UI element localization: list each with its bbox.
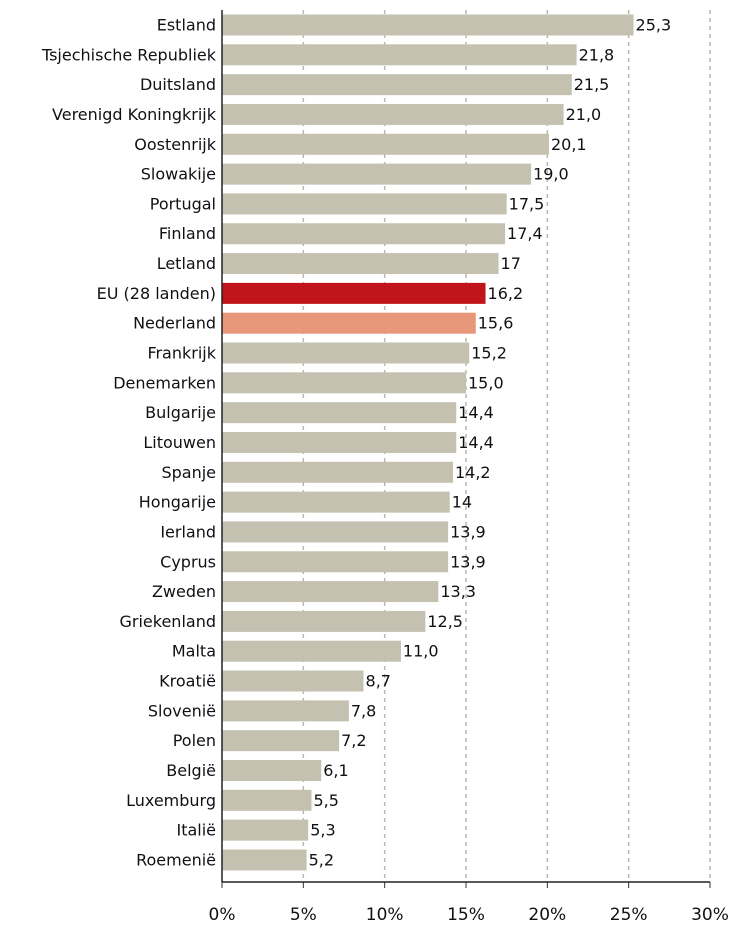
y-tick-label: Griekenland <box>120 612 217 631</box>
bar <box>222 282 486 304</box>
value-label: 14,4 <box>458 433 494 452</box>
value-label: 13,3 <box>440 582 476 601</box>
value-label: 14,4 <box>458 403 494 422</box>
x-tick-label: 20% <box>528 905 566 925</box>
x-tick-label: 10% <box>366 905 404 925</box>
value-label: 8,7 <box>366 672 391 691</box>
bar <box>222 133 549 155</box>
bar <box>222 342 470 364</box>
bar <box>222 253 499 275</box>
x-tick-label: 5% <box>290 905 317 925</box>
bar <box>222 103 564 125</box>
value-label: 21,0 <box>566 105 602 124</box>
bar <box>222 44 577 66</box>
value-label: 25,3 <box>636 16 672 35</box>
y-tick-label: Kroatië <box>159 672 216 691</box>
x-tick-label: 30% <box>691 905 729 925</box>
bar <box>222 402 457 424</box>
bar <box>222 849 307 871</box>
value-label: 21,5 <box>574 75 610 94</box>
bar <box>222 491 450 513</box>
bar <box>222 372 466 394</box>
y-tick-label: Duitsland <box>140 75 216 94</box>
value-label: 17,4 <box>507 224 543 243</box>
bar <box>222 640 401 662</box>
y-tick-label: Hongarije <box>139 493 216 512</box>
y-tick-label: België <box>166 761 216 780</box>
bar <box>222 581 439 603</box>
bar <box>222 760 322 781</box>
bar <box>222 551 449 573</box>
value-label: 14,2 <box>455 463 491 482</box>
value-label: 13,9 <box>450 552 486 571</box>
value-label: 15,0 <box>468 373 504 392</box>
value-label: 5,2 <box>309 850 334 869</box>
y-tick-label: Portugal <box>150 194 216 213</box>
value-label: 7,8 <box>351 701 376 720</box>
bar <box>222 819 309 841</box>
value-label: 7,2 <box>341 731 366 750</box>
y-tick-label: Litouwen <box>143 433 216 452</box>
bar <box>222 700 349 722</box>
y-tick-label: Verenigd Koningkrijk <box>52 105 217 124</box>
value-label: 16,2 <box>488 284 524 303</box>
value-label: 5,5 <box>313 791 338 810</box>
y-tick-label: Slowakije <box>141 165 216 184</box>
y-tick-label: Slovenië <box>148 701 216 720</box>
value-label: 6,1 <box>323 761 348 780</box>
value-label: 12,5 <box>427 612 463 631</box>
y-tick-label: Bulgarije <box>145 403 216 422</box>
y-tick-label: Cyprus <box>160 552 216 571</box>
value-label: 21,8 <box>579 45 615 64</box>
value-label: 11,0 <box>403 642 439 661</box>
y-tick-label: Denemarken <box>113 373 216 392</box>
y-tick-label: Spanje <box>161 463 216 482</box>
y-tick-label: Roemenië <box>136 850 216 869</box>
bar <box>222 312 476 334</box>
y-tick-label: Frankrijk <box>147 344 216 363</box>
bar <box>222 193 507 215</box>
y-tick-label: Nederland <box>133 314 216 333</box>
value-label: 13,9 <box>450 522 486 541</box>
value-label: 20,1 <box>551 135 587 154</box>
y-tick-label: EU (28 landen) <box>97 284 216 303</box>
value-label: 17,5 <box>509 194 545 213</box>
x-tick-label: 25% <box>610 905 648 925</box>
y-tick-label: Malta <box>172 642 216 661</box>
value-label: 19,0 <box>533 165 569 184</box>
bar <box>222 74 572 96</box>
bar <box>222 431 457 453</box>
x-tick-label: 15% <box>447 905 485 925</box>
bar <box>222 163 532 185</box>
bar <box>222 461 453 483</box>
y-tick-label: Oostenrijk <box>134 135 216 154</box>
y-tick-label: Polen <box>173 731 216 750</box>
bar <box>222 14 634 36</box>
y-tick-label: Estland <box>157 16 216 35</box>
value-label: 17 <box>501 254 521 273</box>
bar <box>222 730 340 752</box>
bar <box>222 789 312 811</box>
bar <box>222 670 364 692</box>
value-label: 5,3 <box>310 821 335 840</box>
y-tick-label: Ierland <box>160 522 216 541</box>
y-tick-label: Finland <box>159 224 216 243</box>
y-tick-label: Zweden <box>152 582 216 601</box>
y-tick-label: Letland <box>157 254 216 273</box>
bar <box>222 610 426 632</box>
bar <box>222 521 449 543</box>
value-label: 15,6 <box>478 314 514 333</box>
value-label: 14 <box>452 493 472 512</box>
y-tick-label: Luxemburg <box>126 791 216 810</box>
y-tick-label: Tsjechische Republiek <box>41 45 217 64</box>
y-tick-label: Italië <box>176 821 216 840</box>
bar <box>222 223 506 245</box>
x-tick-label: 0% <box>209 905 236 925</box>
value-label: 15,2 <box>471 344 507 363</box>
